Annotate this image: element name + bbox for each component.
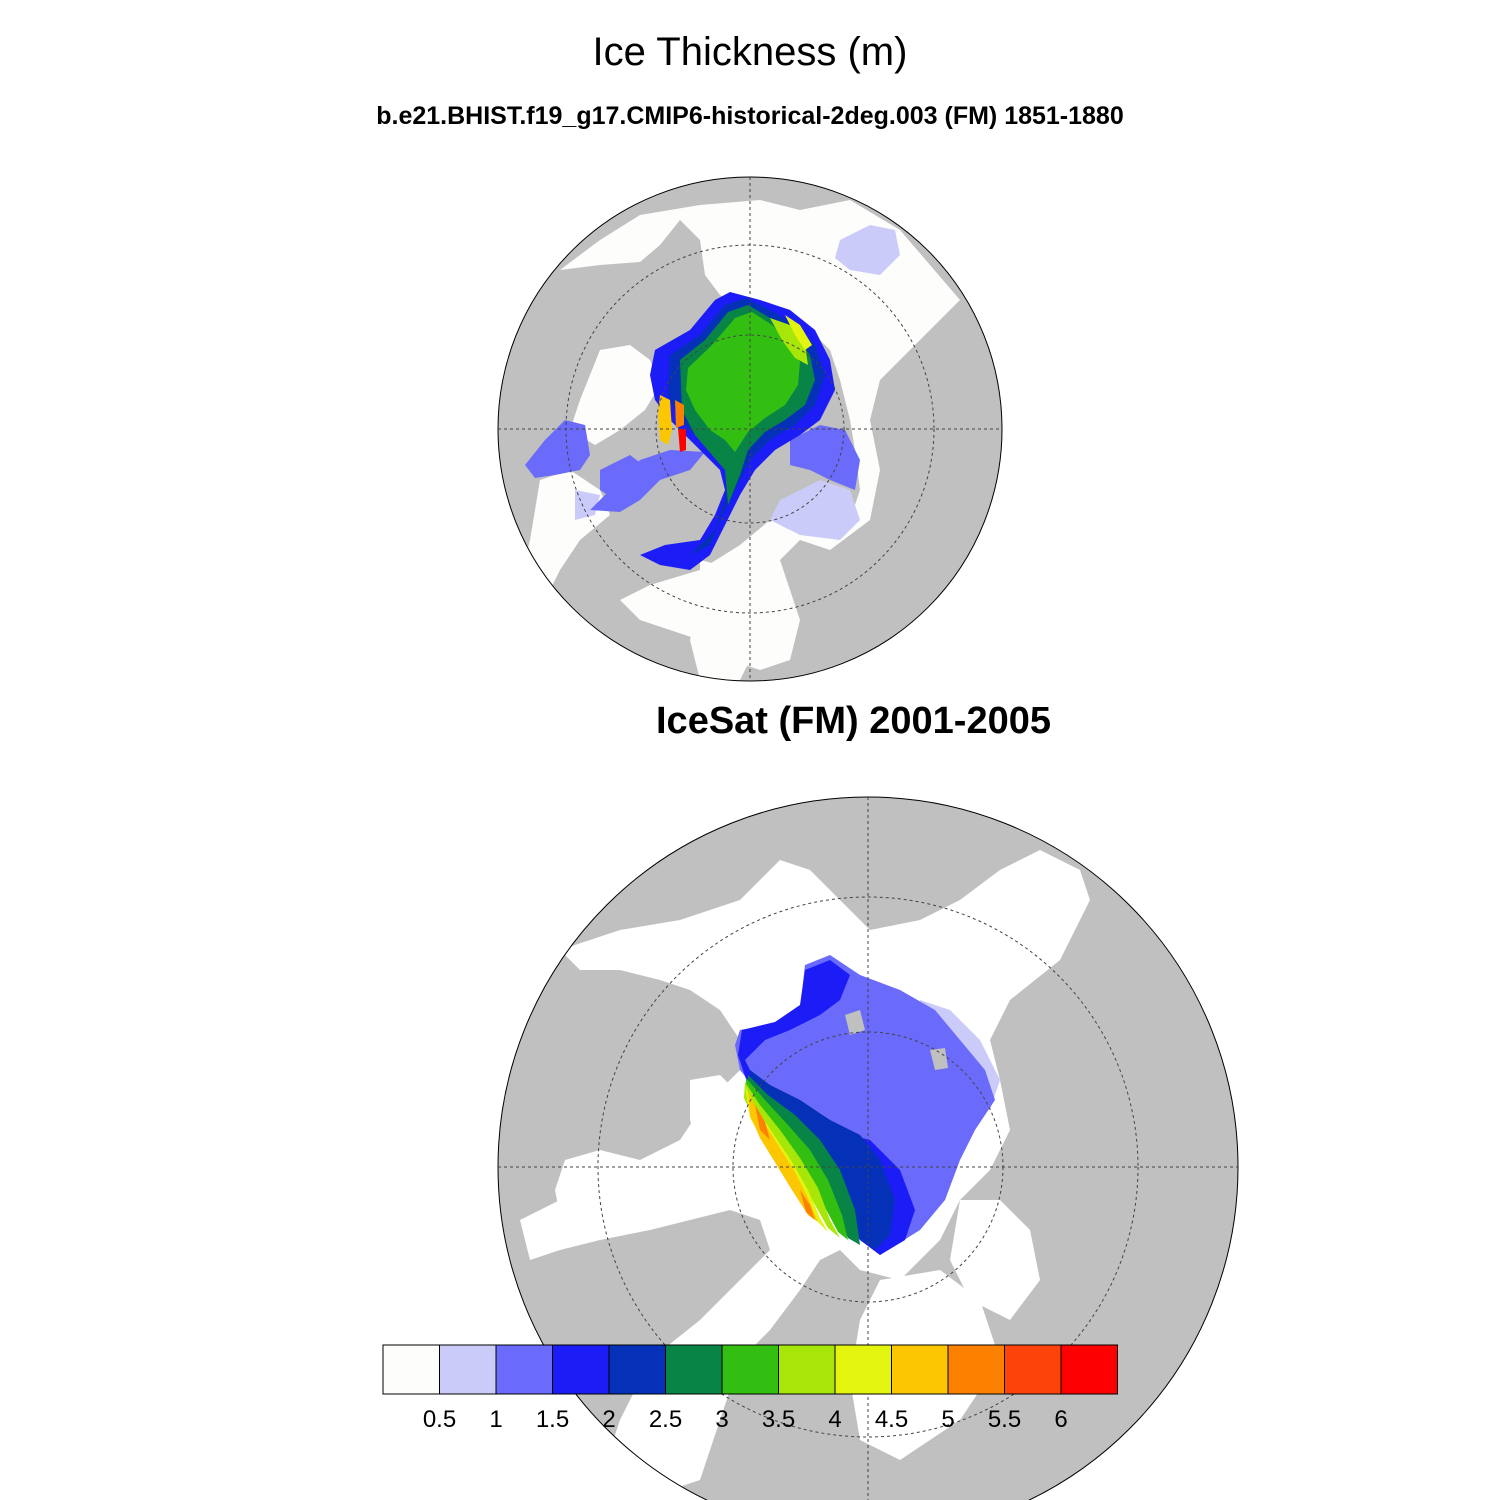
model-ice-1p5m-hudson [525,420,590,478]
model-ice-1p5m-greenland-sea [590,450,705,512]
observations-map [497,796,1239,1500]
model-ice-6m-strip [678,428,686,452]
model-ice-4m [770,318,808,365]
colorbar-tick-label: 6 [1054,1406,1068,1433]
model-ice-1m-barents [770,480,860,540]
colorbar-swatch [552,1344,610,1395]
model-ocean-region [540,200,960,670]
model-map [497,176,1003,682]
colorbar-tick-label: 1.5 [535,1406,570,1433]
obs-graticule [498,797,1238,1500]
model-ice-1p5m-kara [790,425,860,490]
colorbar-tick-label: 4.5 [874,1406,909,1433]
colorbar-tick-label: 2.5 [648,1406,683,1433]
model-ice-1m-labrador [575,490,600,520]
model-ocean-north-atlantic [690,560,760,680]
colorbar-tick-label: 2 [602,1406,616,1433]
colorbar [382,1344,1118,1395]
obs-ocean-archipelago [690,1075,760,1170]
colorbar-swatch [778,1344,836,1395]
figure-subtitle: b.e21.BHIST.f19_g17.CMIP6-historical-2de… [376,102,1124,130]
obs-panel-title: IceSat (FM) 2001-2005 [656,700,1051,742]
obs-land-island [845,1010,865,1035]
model-ice-4p5m [785,315,812,350]
colorbar-swatch [382,1344,440,1395]
colorbar-tick-label: 5 [941,1406,955,1433]
obs-ice-5p5m [755,1105,770,1140]
model-ocean-archipelago [570,345,660,445]
colorbar-swatch [439,1344,497,1395]
colorbar-swatch [1004,1344,1062,1395]
colorbar-swatch [891,1344,949,1395]
obs-ice-1p5m-pack [735,955,995,1255]
colorbar-swatch [1060,1344,1118,1395]
obs-ice-5p5m-south [800,1190,815,1220]
colorbar-tick-label: 0.5 [422,1406,457,1433]
colorbar-tick-label: 4 [828,1406,842,1433]
colorbar-swatch [834,1344,892,1395]
obs-ice-4m [744,1082,840,1238]
obs-ocean-norway [950,1200,1040,1320]
colorbar-tick-label: 3.5 [761,1406,796,1433]
figure-title: Ice Thickness (m) [592,30,908,74]
colorbar-tick-label: 5.5 [987,1406,1022,1433]
colorbar-swatch [608,1344,666,1395]
colorbar-swatch [665,1344,723,1395]
obs-ocean-hudson [555,1150,650,1230]
colorbar-swatch [495,1344,553,1395]
obs-land-island-2 [930,1048,948,1070]
model-ice-3p5m [686,312,800,452]
model-ice-5m-strip [658,395,672,445]
colorbar-swatch [947,1344,1005,1395]
colorbar-tick-label: 3 [715,1406,729,1433]
colorbar-swatch [721,1344,779,1395]
model-ice-5p5m-strip [675,400,684,428]
model-graticule [498,177,1002,681]
colorbar-tick-label: 1 [489,1406,503,1433]
model-ice-1m-bering [835,225,900,275]
